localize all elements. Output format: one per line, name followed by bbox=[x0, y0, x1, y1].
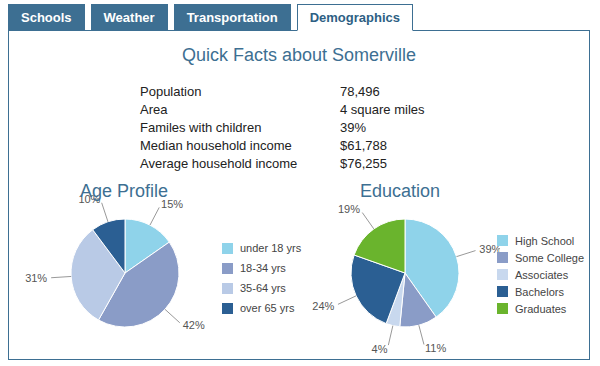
html-text:Graduates: Graduates bbox=[515, 302, 567, 315]
html-text:Weather: Weather bbox=[103, 10, 155, 25]
svg-text:4%: 4% bbox=[372, 343, 388, 354]
html-text:Familes with children: Familes with children bbox=[140, 120, 262, 135]
html-text:Education: Education bbox=[360, 181, 440, 201]
html-text:Quick Facts about Somerville: Quick Facts about Somerville bbox=[182, 45, 416, 65]
html-text:39%: 39% bbox=[340, 120, 366, 135]
html-text:Population: Population bbox=[140, 84, 202, 99]
svg-text:15%: 15% bbox=[161, 197, 184, 210]
html-text:18-34 yrs: 18-34 yrs bbox=[240, 262, 286, 274]
svg-text:11%: 11% bbox=[425, 342, 446, 354]
html-text:over 65 yrs: over 65 yrs bbox=[240, 302, 295, 314]
svg-text:42%: 42% bbox=[183, 319, 205, 331]
html-text:$76,255: $76,255 bbox=[340, 156, 387, 171]
svg-text:19%: 19% bbox=[338, 203, 360, 215]
html-text:Demographics: Demographics bbox=[309, 10, 400, 25]
html-text:Area: Area bbox=[140, 102, 168, 117]
html-text:4 square miles: 4 square miles bbox=[340, 102, 425, 117]
html-text:Schools: Schools bbox=[21, 10, 72, 25]
html-text:Median household income: Median household income bbox=[140, 138, 292, 153]
html-text:$61,788: $61,788 bbox=[340, 138, 387, 153]
html-text:Average household income: Average household income bbox=[140, 156, 298, 171]
html-text:under 18 yrs: under 18 yrs bbox=[240, 242, 302, 254]
svg-text:24%: 24% bbox=[312, 300, 334, 312]
html-text:High School: High School bbox=[515, 234, 575, 247]
html-text:Age Profile: Age Profile bbox=[80, 181, 169, 201]
html-text:Associates: Associates bbox=[515, 268, 569, 281]
html-text:Some College: Some College bbox=[515, 251, 585, 264]
html-text:78,496: 78,496 bbox=[340, 84, 380, 99]
html-text:Transportation: Transportation bbox=[186, 10, 278, 25]
html-text:35-64 yrs: 35-64 yrs bbox=[240, 282, 286, 294]
svg-text:31%: 31% bbox=[25, 272, 47, 284]
html-text:Bachelors: Bachelors bbox=[515, 285, 564, 298]
